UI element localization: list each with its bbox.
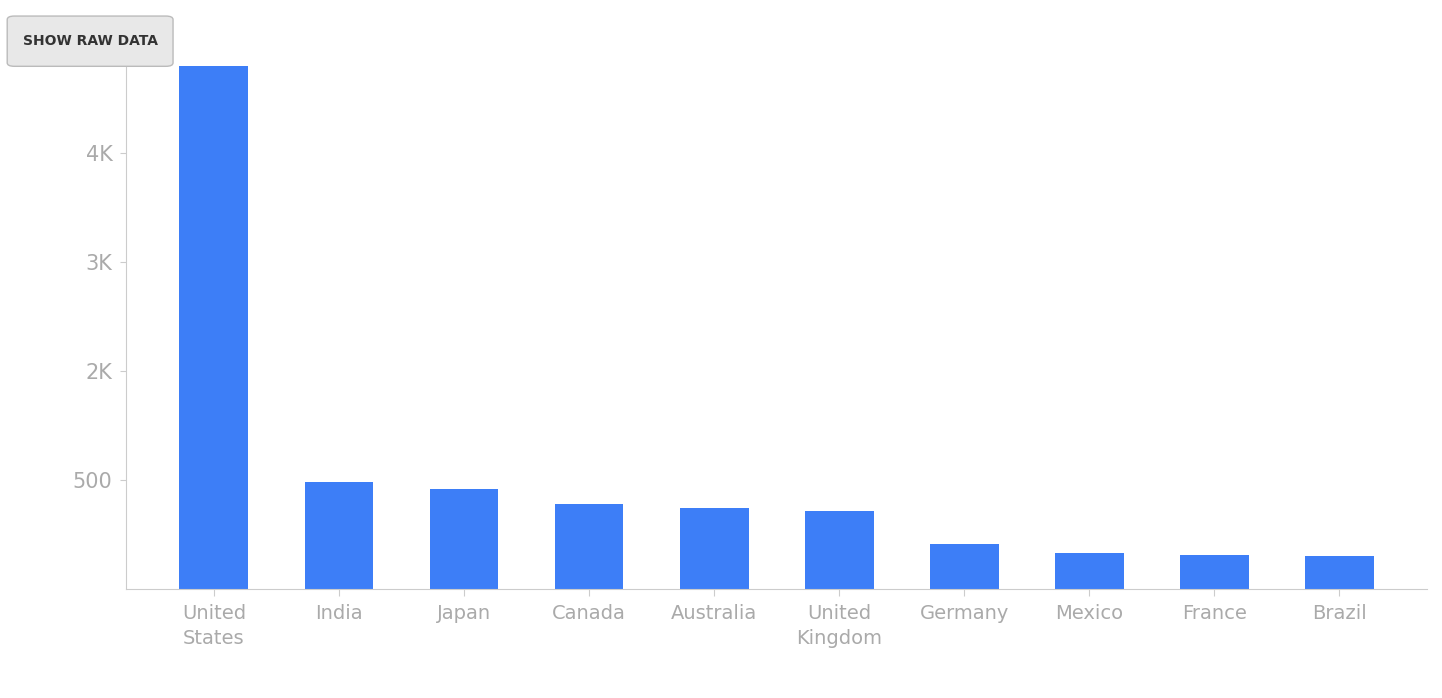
Bar [179, 66, 248, 589]
Bar [805, 512, 874, 589]
Text: SHOW RAW DATA: SHOW RAW DATA [23, 34, 157, 48]
Bar [679, 508, 748, 589]
Bar [1180, 555, 1249, 589]
Bar [430, 489, 499, 589]
Bar [304, 482, 373, 589]
Bar [555, 504, 623, 589]
Bar [1305, 556, 1374, 589]
Bar [1056, 553, 1123, 589]
Bar [930, 544, 999, 589]
